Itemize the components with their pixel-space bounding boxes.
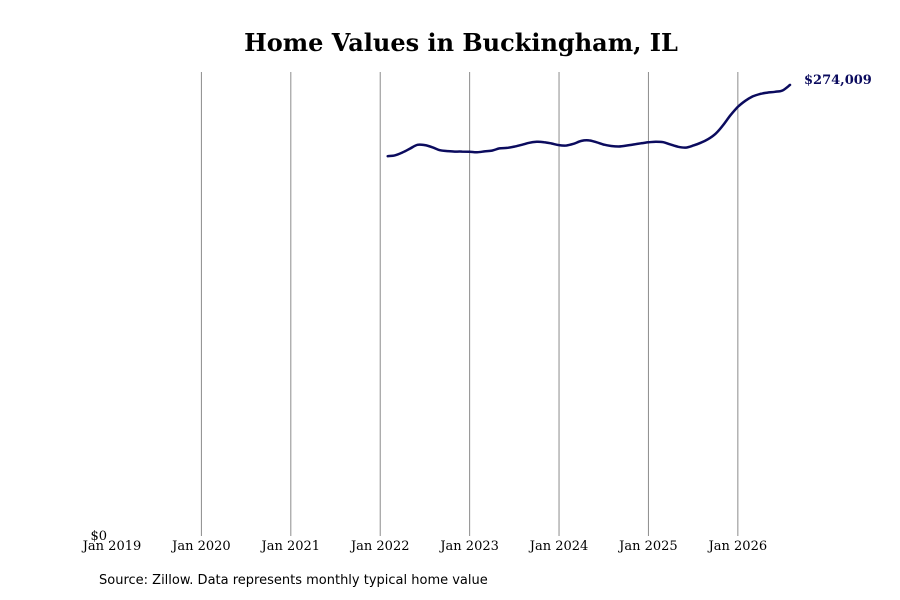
y-tick-label-0: $0: [90, 529, 107, 544]
x-tick-label-2026-01: Jan 2026: [707, 539, 768, 554]
x-tick-label-2023-01: Jan 2023: [438, 539, 499, 554]
series-end-label-0: $274,009: [804, 73, 872, 88]
source-note: Source: Zillow. Data represents monthly …: [99, 573, 488, 588]
vertical-gridlines: [200, 72, 739, 536]
x-tick-label-2022-01: Jan 2022: [349, 539, 410, 554]
chart-title: Home Values in Buckingham, IL: [244, 28, 678, 57]
series-layer: $274,009: [386, 73, 872, 158]
axis-tick-labels: Jan 2019 Jan 2020 Jan 2021 Jan 2022 Jan 2023…: [81, 529, 767, 554]
x-tick-label-2025-01: Jan 2025: [617, 539, 678, 554]
x-tick-label-2019-01: Jan 2019: [81, 539, 142, 554]
x-tick-label-2021-01: Jan 2021: [260, 539, 321, 554]
series-line-0: [386, 83, 792, 158]
x-tick-label-2024-01: Jan 2024: [528, 539, 589, 554]
x-tick-label-2020-01: Jan 2020: [170, 539, 231, 554]
